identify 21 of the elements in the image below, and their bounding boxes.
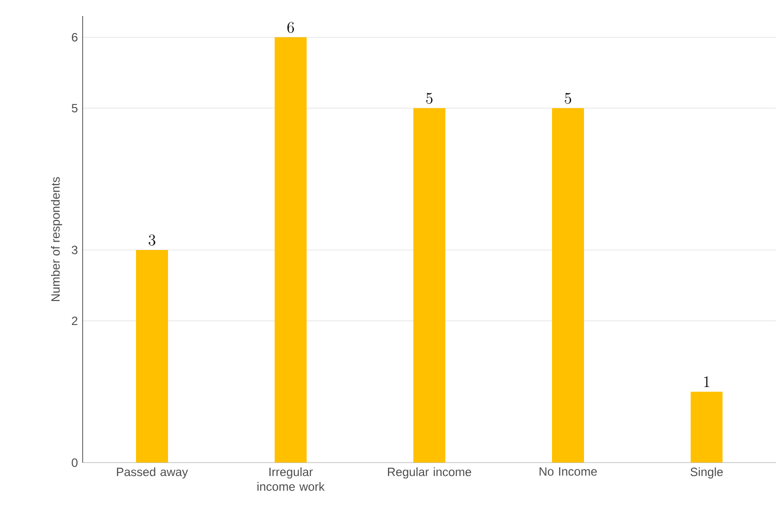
bar xyxy=(690,392,723,463)
bar xyxy=(274,37,307,463)
y-tick-label: 2 xyxy=(72,316,78,326)
data-label: 6 xyxy=(287,22,294,33)
y-tick-label: 6 xyxy=(72,33,78,42)
bar xyxy=(136,250,168,463)
bar xyxy=(552,108,584,463)
x-tick-label: Single xyxy=(690,467,723,479)
y-axis-title: Number of respondents xyxy=(50,177,62,302)
x-tick-label: Passed away xyxy=(116,467,188,479)
y-tick-label: 3 xyxy=(72,246,78,254)
y-tick-label: 0 xyxy=(72,458,78,467)
data-label: 5 xyxy=(426,92,432,104)
x-tick-label: No Income xyxy=(540,467,597,476)
y-tick-label: 5 xyxy=(72,104,78,112)
data-label: 3 xyxy=(148,234,156,246)
x-tick-label: Irregular income work xyxy=(257,467,325,491)
x-tick-label: Regular income xyxy=(388,467,472,479)
bar xyxy=(413,108,446,463)
data-label: 1 xyxy=(704,376,710,388)
data-label: 5 xyxy=(564,92,572,104)
